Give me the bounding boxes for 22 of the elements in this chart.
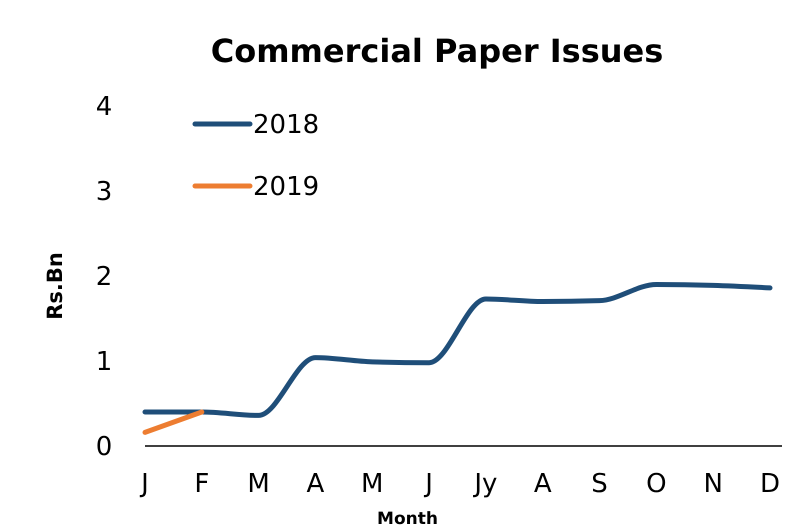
x-tick-label: M (247, 469, 270, 499)
x-tick-label: J (139, 469, 149, 499)
y-axis-title: Rs.Bn (43, 252, 67, 320)
x-tick-label: M (361, 469, 384, 499)
x-tick-label: D (760, 469, 780, 499)
y-tick-label: 4 (96, 92, 112, 122)
x-tick-label: O (646, 469, 667, 499)
y-tick-label: 0 (96, 432, 112, 462)
x-tick-label: J (423, 469, 433, 499)
y-tick-label: 2 (96, 262, 112, 292)
legend-label: 2018 (253, 110, 320, 140)
x-tick-label: F (194, 469, 210, 499)
x-axis-title: Month (377, 509, 438, 528)
legend-label: 2019 (253, 172, 320, 202)
x-tick-label: A (306, 469, 325, 499)
x-tick-label: S (591, 469, 608, 499)
x-tick-label: A (534, 469, 552, 499)
x-tick-label: N (703, 469, 723, 499)
x-tick-label: Jy (472, 469, 498, 499)
y-tick-label: 3 (96, 177, 112, 208)
chart-title: Commercial Paper Issues (210, 32, 664, 70)
y-tick-label: 1 (96, 347, 112, 378)
